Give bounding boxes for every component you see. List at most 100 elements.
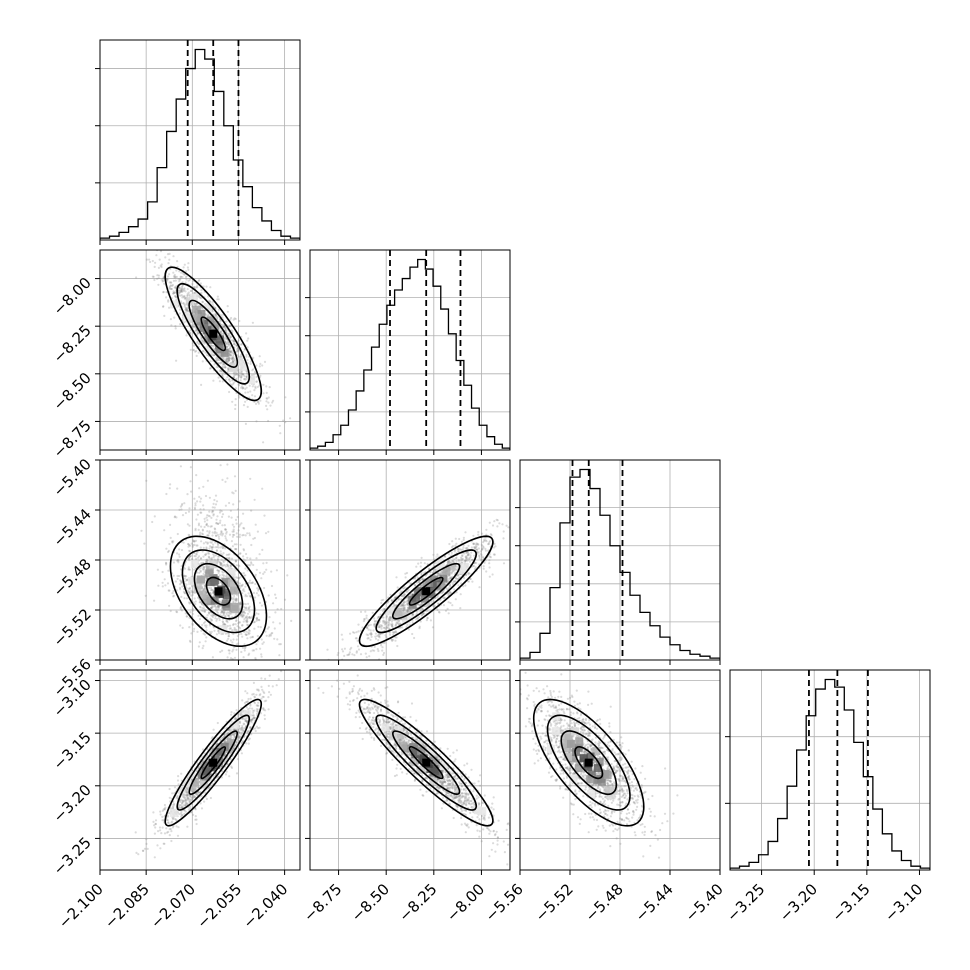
sample-point [237,384,241,387]
sample-point [254,385,257,388]
sample-point [223,524,226,527]
sample-point [171,540,174,543]
sample-point [248,396,251,399]
sample-point [169,523,172,527]
sample-point [259,399,262,402]
sample-point [203,342,206,345]
sample-point [219,464,222,467]
sample-point [398,605,401,608]
sample-point [206,314,210,317]
sample-point [188,639,192,642]
sample-point [234,373,237,376]
sample-point [488,575,491,578]
sample-point [217,607,220,610]
sample-point [402,600,405,603]
sample-point [186,288,189,291]
sample-point [178,308,181,311]
sample-point [195,553,198,556]
sample-point [175,516,178,519]
sample-point [200,291,203,295]
sample-point [353,631,356,634]
sample-point [187,542,190,546]
sample-point [187,291,190,294]
sample-point [469,577,472,581]
sample-point [220,333,223,336]
sample-point [268,386,271,389]
sample-point [248,594,251,597]
sample-point [155,245,157,247]
sample-point [245,633,248,637]
sample-point [238,525,241,528]
sample-point [263,571,266,574]
sample-point [261,642,264,646]
sample-point [489,533,492,536]
sample-point [248,629,251,633]
sample-point [153,515,156,518]
sample-point [420,556,423,560]
sample-point [173,316,176,319]
sample-point [387,622,390,625]
sample-point [253,702,256,705]
sample-point [186,493,189,496]
sample-point [168,273,171,276]
sample-point [451,540,454,543]
density-layer [326,510,529,660]
sample-point [201,339,204,342]
sample-point [492,553,496,556]
sample-point [180,289,183,292]
sample-point [213,530,217,533]
sample-point [242,555,245,558]
sample-point [214,546,217,549]
sample-point [212,589,215,593]
sample-point [455,568,458,572]
sample-point [202,604,205,607]
sample-point [208,531,211,535]
sample-point [388,616,391,620]
sample-point [220,562,223,566]
sample-point [400,605,403,608]
sample-point [236,535,239,538]
sample-point [240,650,243,654]
sample-point [382,616,385,619]
sample-point [174,580,177,583]
sample-point [183,567,187,570]
sample-point [202,610,205,613]
sample-point [259,362,262,365]
contour-line [164,266,263,402]
sample-point [527,510,529,512]
sample-point [224,329,227,332]
sample-point [177,559,180,563]
sample-point [185,615,188,618]
sample-point [394,636,397,639]
sample-point [411,613,414,616]
panel-frame [99,249,301,451]
sample-point [247,592,250,595]
sample-point [231,530,234,533]
sample-point [209,545,212,548]
sample-point [199,570,202,573]
sample-point [213,558,216,561]
sample-point [383,623,386,626]
sample-point [222,611,225,614]
sample-point [173,295,177,298]
sample-point [232,357,235,360]
sample-point [251,581,254,584]
sample-point [389,615,392,618]
sample-point [262,383,265,386]
sample-point [218,369,221,372]
sample-point [417,616,421,619]
sample-point [461,557,464,560]
sample-point [243,611,246,614]
sample-point [461,548,464,551]
sample-point [248,652,251,655]
sample-point [237,339,240,342]
sample-point [162,305,165,308]
sample-point [388,619,391,622]
sample-point [184,612,187,615]
sample-point [372,629,375,632]
sample-point [246,616,249,619]
sample-point [201,533,205,536]
sample-point [242,373,245,376]
sample-point [255,420,258,423]
sample-point [233,317,236,320]
